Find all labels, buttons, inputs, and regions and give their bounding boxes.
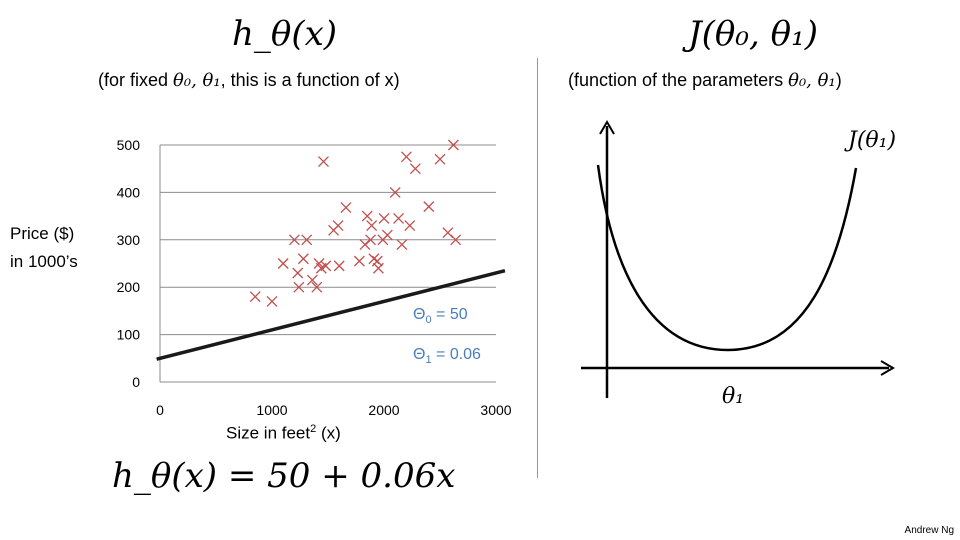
x-tick-label: 2000 bbox=[368, 402, 399, 418]
data-point bbox=[396, 239, 408, 250]
data-point bbox=[292, 267, 304, 279]
hypothesis-equation: h_θ(x) = 50 + 0.06x bbox=[112, 456, 456, 496]
data-point bbox=[389, 186, 401, 198]
data-point bbox=[381, 229, 393, 241]
y-tick-label: 0 bbox=[132, 374, 140, 390]
data-point bbox=[393, 213, 405, 224]
data-point bbox=[301, 234, 313, 246]
hypothesis-title: h_θ(x) bbox=[232, 14, 338, 54]
hypothesis-subtitle: (for fixed θ₀, θ₁, this is a function of… bbox=[98, 70, 400, 91]
x-axis-label-pre: Size in feet bbox=[226, 423, 311, 443]
x-axis-label: Size in feet2 (x) bbox=[226, 423, 341, 444]
data-point bbox=[293, 281, 305, 293]
theta0-subscript: 0 bbox=[425, 314, 432, 327]
cost-function-subtitle: (function of the parameters θ₀, θ₁) bbox=[568, 70, 842, 91]
data-point bbox=[249, 291, 261, 303]
theta1-value: = 0.06 bbox=[431, 346, 481, 363]
data-point bbox=[423, 201, 435, 213]
hypothesis-line bbox=[156, 269, 506, 361]
cost-curve bbox=[596, 164, 858, 352]
y-tick-label: 400 bbox=[117, 184, 141, 200]
data-point bbox=[297, 253, 309, 265]
x-tick-label: 1000 bbox=[256, 402, 287, 418]
theta1-subscript: 1 bbox=[425, 354, 432, 367]
data-point bbox=[365, 234, 377, 246]
y-axis-label-line1: Price ($) bbox=[10, 224, 75, 243]
data-point bbox=[378, 213, 390, 224]
y-axis-label-line2: in 1000’s bbox=[10, 252, 78, 271]
theta1-annotation: Θ1 = 0.06 bbox=[413, 346, 481, 366]
data-point bbox=[311, 281, 323, 293]
data-point bbox=[434, 153, 446, 165]
hypothesis-subtitle-post: , this is a function of x) bbox=[220, 70, 400, 90]
cost-function-subtitle-pre: (function of the parameters bbox=[568, 70, 789, 90]
x-axis-label-post: (x) bbox=[316, 423, 341, 443]
theta1-symbol: Θ bbox=[413, 346, 426, 363]
y-tick-label: 200 bbox=[117, 279, 141, 295]
cost-function-subtitle-symbols: θ₀, θ₁ bbox=[788, 70, 836, 91]
data-point bbox=[353, 255, 365, 267]
data-point bbox=[361, 210, 373, 222]
x-tick-label: 3000 bbox=[480, 402, 511, 418]
data-point bbox=[450, 234, 462, 246]
author-credit: Andrew Ng bbox=[904, 525, 954, 536]
data-point bbox=[404, 220, 416, 232]
data-point bbox=[340, 202, 352, 214]
data-point bbox=[409, 163, 421, 175]
theta0-symbol: Θ bbox=[413, 306, 426, 323]
theta0-annotation: Θ0 = 50 bbox=[413, 306, 468, 326]
data-point bbox=[306, 274, 318, 286]
data-point bbox=[266, 295, 278, 307]
data-point bbox=[366, 220, 378, 232]
y-axis-label: Price ($) in 1000’s bbox=[10, 220, 78, 276]
theta1-axis-label: θ₁ bbox=[722, 384, 745, 409]
y-tick-label: 100 bbox=[117, 327, 141, 343]
data-point bbox=[318, 156, 329, 168]
x-tick-label: 0 bbox=[156, 402, 164, 418]
data-point bbox=[288, 234, 300, 246]
hypothesis-subtitle-pre: (for fixed bbox=[98, 70, 174, 90]
data-point bbox=[368, 253, 380, 265]
data-point bbox=[400, 151, 412, 163]
data-point bbox=[371, 255, 383, 267]
hypothesis-subtitle-symbols: θ₀, θ₁ bbox=[173, 70, 221, 91]
cost-x-axis-arrow bbox=[880, 360, 895, 376]
data-point bbox=[447, 139, 459, 151]
cost-y-axis-arrow bbox=[599, 120, 615, 135]
data-point bbox=[333, 260, 345, 272]
cost-function-subtitle-post: ) bbox=[835, 70, 842, 90]
theta0-value: = 50 bbox=[431, 306, 468, 323]
x-axis-label-sup: 2 bbox=[310, 423, 317, 435]
y-tick-label: 500 bbox=[117, 137, 141, 153]
data-point bbox=[372, 262, 384, 274]
data-point bbox=[320, 260, 332, 272]
data-point bbox=[277, 258, 289, 269]
cost-function-title: J(θ₀, θ₁) bbox=[688, 14, 818, 54]
panel-divider bbox=[537, 58, 538, 478]
cost-curve-label: J(θ₁) bbox=[848, 128, 897, 153]
data-point bbox=[332, 220, 344, 232]
y-tick-label: 300 bbox=[117, 232, 141, 248]
